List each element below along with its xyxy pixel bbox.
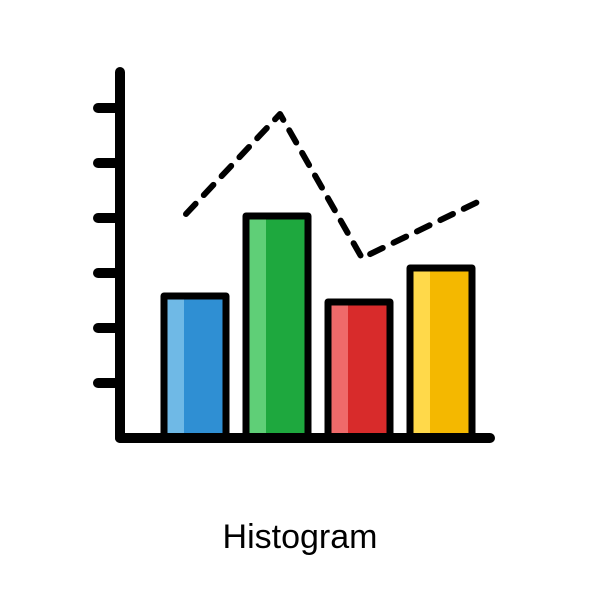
histogram-chart	[0, 0, 600, 600]
caption-label: Histogram	[0, 518, 600, 557]
histogram-icon-card: Histogram	[0, 0, 600, 600]
trend-line	[186, 114, 486, 258]
